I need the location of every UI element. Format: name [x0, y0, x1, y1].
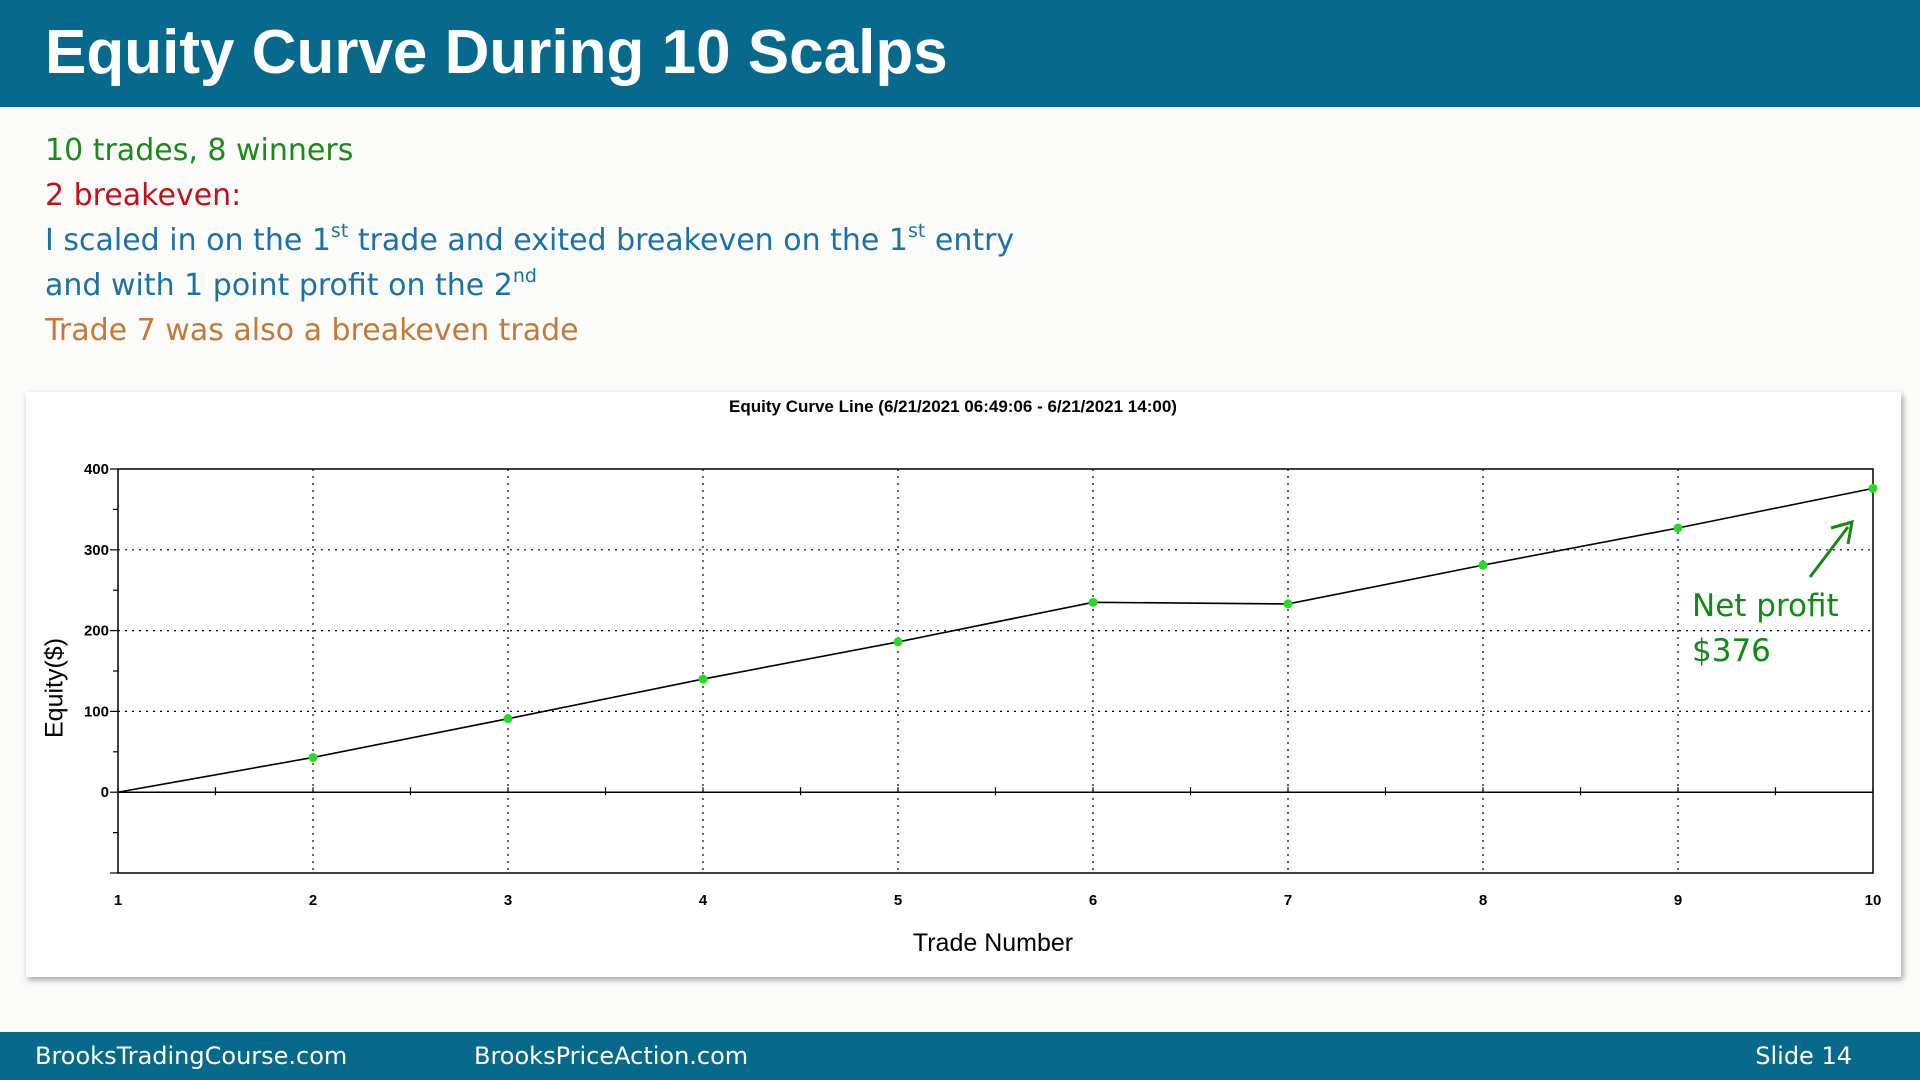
x-axis-label: Trade Number	[913, 929, 1073, 957]
chart-panel: Equity Curve Line (6/21/2021 06:49:06 - …	[26, 392, 1901, 977]
equity-point	[1088, 597, 1098, 607]
y-axis-label: Equity($)	[41, 638, 69, 738]
equity-point	[698, 674, 708, 684]
y-tick-label: 400	[84, 461, 109, 478]
x-tick-label: 8	[1479, 892, 1487, 909]
x-tick-label: 9	[1674, 892, 1682, 909]
equity-point	[1283, 599, 1293, 609]
bullet-scale-in-note: I scaled in on the 1st trade and exited …	[45, 220, 1015, 259]
bullet-trades-summary: 10 trades, 8 winners	[45, 133, 354, 168]
footer-bar: BrooksTradingCourse.com BrooksPriceActio…	[0, 1032, 1920, 1080]
y-tick-label: 100	[84, 703, 109, 720]
equity-line	[117, 487, 1874, 793]
equity-chart: Equity Curve Line (6/21/2021 06:49:06 - …	[41, 397, 1882, 957]
bullet-list: 10 trades, 8 winners 2 breakeven: I scal…	[45, 128, 1014, 353]
x-tick-label: 10	[1865, 892, 1882, 909]
equity-point	[1673, 523, 1683, 533]
plot-area: 0 100 200 300 400 1 2 3 4 5 6 7 8 9 10	[84, 461, 1881, 909]
x-tick-label: 4	[699, 892, 708, 909]
y-tick-label: 300	[84, 542, 109, 559]
bullet-scale-in-note-cont: and with 1 point profit on the 2nd	[45, 265, 537, 304]
net-profit-annotation: Net profit $376	[1692, 584, 1839, 674]
footer-site-course: BrooksTradingCourse.com	[35, 1042, 348, 1070]
x-tick-label: 3	[504, 892, 512, 909]
equity-point	[503, 714, 513, 724]
chart-title: Equity Curve Line (6/21/2021 06:49:06 - …	[729, 397, 1177, 416]
equity-point	[893, 637, 903, 647]
y-tick-label: 0	[101, 784, 109, 801]
slide-title: Equity Curve During 10 Scalps	[45, 18, 948, 87]
footer-site-priceaction: BrooksPriceAction.com	[474, 1042, 749, 1070]
net-profit-arrow	[1808, 519, 1854, 578]
title-bar: Equity Curve During 10 Scalps	[0, 0, 1920, 107]
x-tick-label: 7	[1284, 892, 1292, 909]
equity-point	[1478, 560, 1488, 570]
equity-point	[1868, 483, 1878, 493]
plot-frame	[117, 468, 1874, 874]
bullet-trade7-note: Trade 7 was also a breakeven trade	[45, 313, 579, 348]
x-tick-label: 2	[309, 892, 317, 909]
slide-number: Slide 14	[1755, 1042, 1852, 1070]
x-tick-label: 5	[894, 892, 902, 909]
x-tick-label: 1	[114, 892, 122, 909]
bullet-breakeven-count: 2 breakeven:	[45, 178, 242, 213]
net-profit-label: Net profit	[1692, 588, 1839, 624]
net-profit-value: $376	[1692, 633, 1771, 669]
x-tick-label: 6	[1089, 892, 1097, 909]
y-tick-label: 200	[84, 623, 109, 640]
equity-point	[308, 752, 318, 762]
